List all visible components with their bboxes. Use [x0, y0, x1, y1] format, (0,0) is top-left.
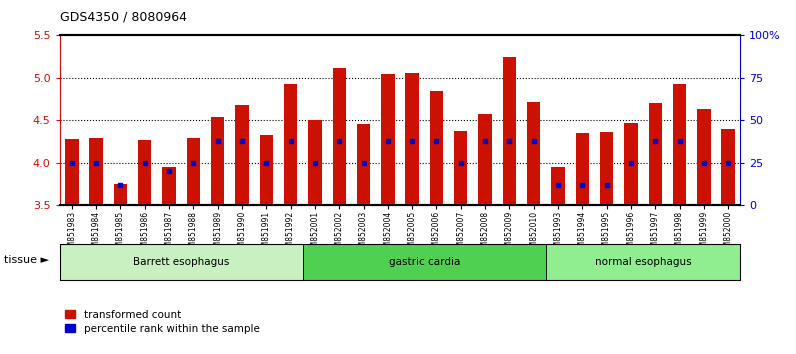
- Bar: [697, 109, 711, 205]
- Bar: [527, 102, 540, 205]
- Bar: [552, 167, 564, 205]
- Bar: [546, 244, 740, 280]
- Bar: [430, 91, 443, 205]
- Bar: [60, 244, 302, 280]
- Bar: [138, 140, 151, 205]
- Bar: [333, 68, 346, 205]
- Bar: [649, 103, 662, 205]
- Bar: [454, 131, 467, 205]
- Bar: [187, 138, 200, 205]
- Text: normal esophagus: normal esophagus: [595, 257, 692, 267]
- Text: gastric cardia: gastric cardia: [388, 257, 460, 267]
- Text: Barrett esophagus: Barrett esophagus: [133, 257, 229, 267]
- Legend: transformed count, percentile rank within the sample: transformed count, percentile rank withi…: [65, 310, 259, 334]
- Bar: [576, 133, 589, 205]
- Bar: [114, 184, 127, 205]
- Bar: [284, 84, 297, 205]
- Text: GDS4350 / 8080964: GDS4350 / 8080964: [60, 10, 187, 23]
- Bar: [721, 129, 735, 205]
- Bar: [302, 244, 546, 280]
- Bar: [405, 73, 419, 205]
- Bar: [624, 123, 638, 205]
- Bar: [357, 124, 370, 205]
- Bar: [503, 57, 516, 205]
- Bar: [600, 132, 613, 205]
- Bar: [65, 139, 79, 205]
- Bar: [236, 105, 248, 205]
- Bar: [89, 138, 103, 205]
- Bar: [259, 135, 273, 205]
- Bar: [308, 120, 322, 205]
- Bar: [211, 117, 224, 205]
- Bar: [162, 167, 176, 205]
- Bar: [381, 74, 395, 205]
- Bar: [673, 84, 686, 205]
- Bar: [478, 114, 492, 205]
- Text: tissue ►: tissue ►: [4, 255, 49, 265]
